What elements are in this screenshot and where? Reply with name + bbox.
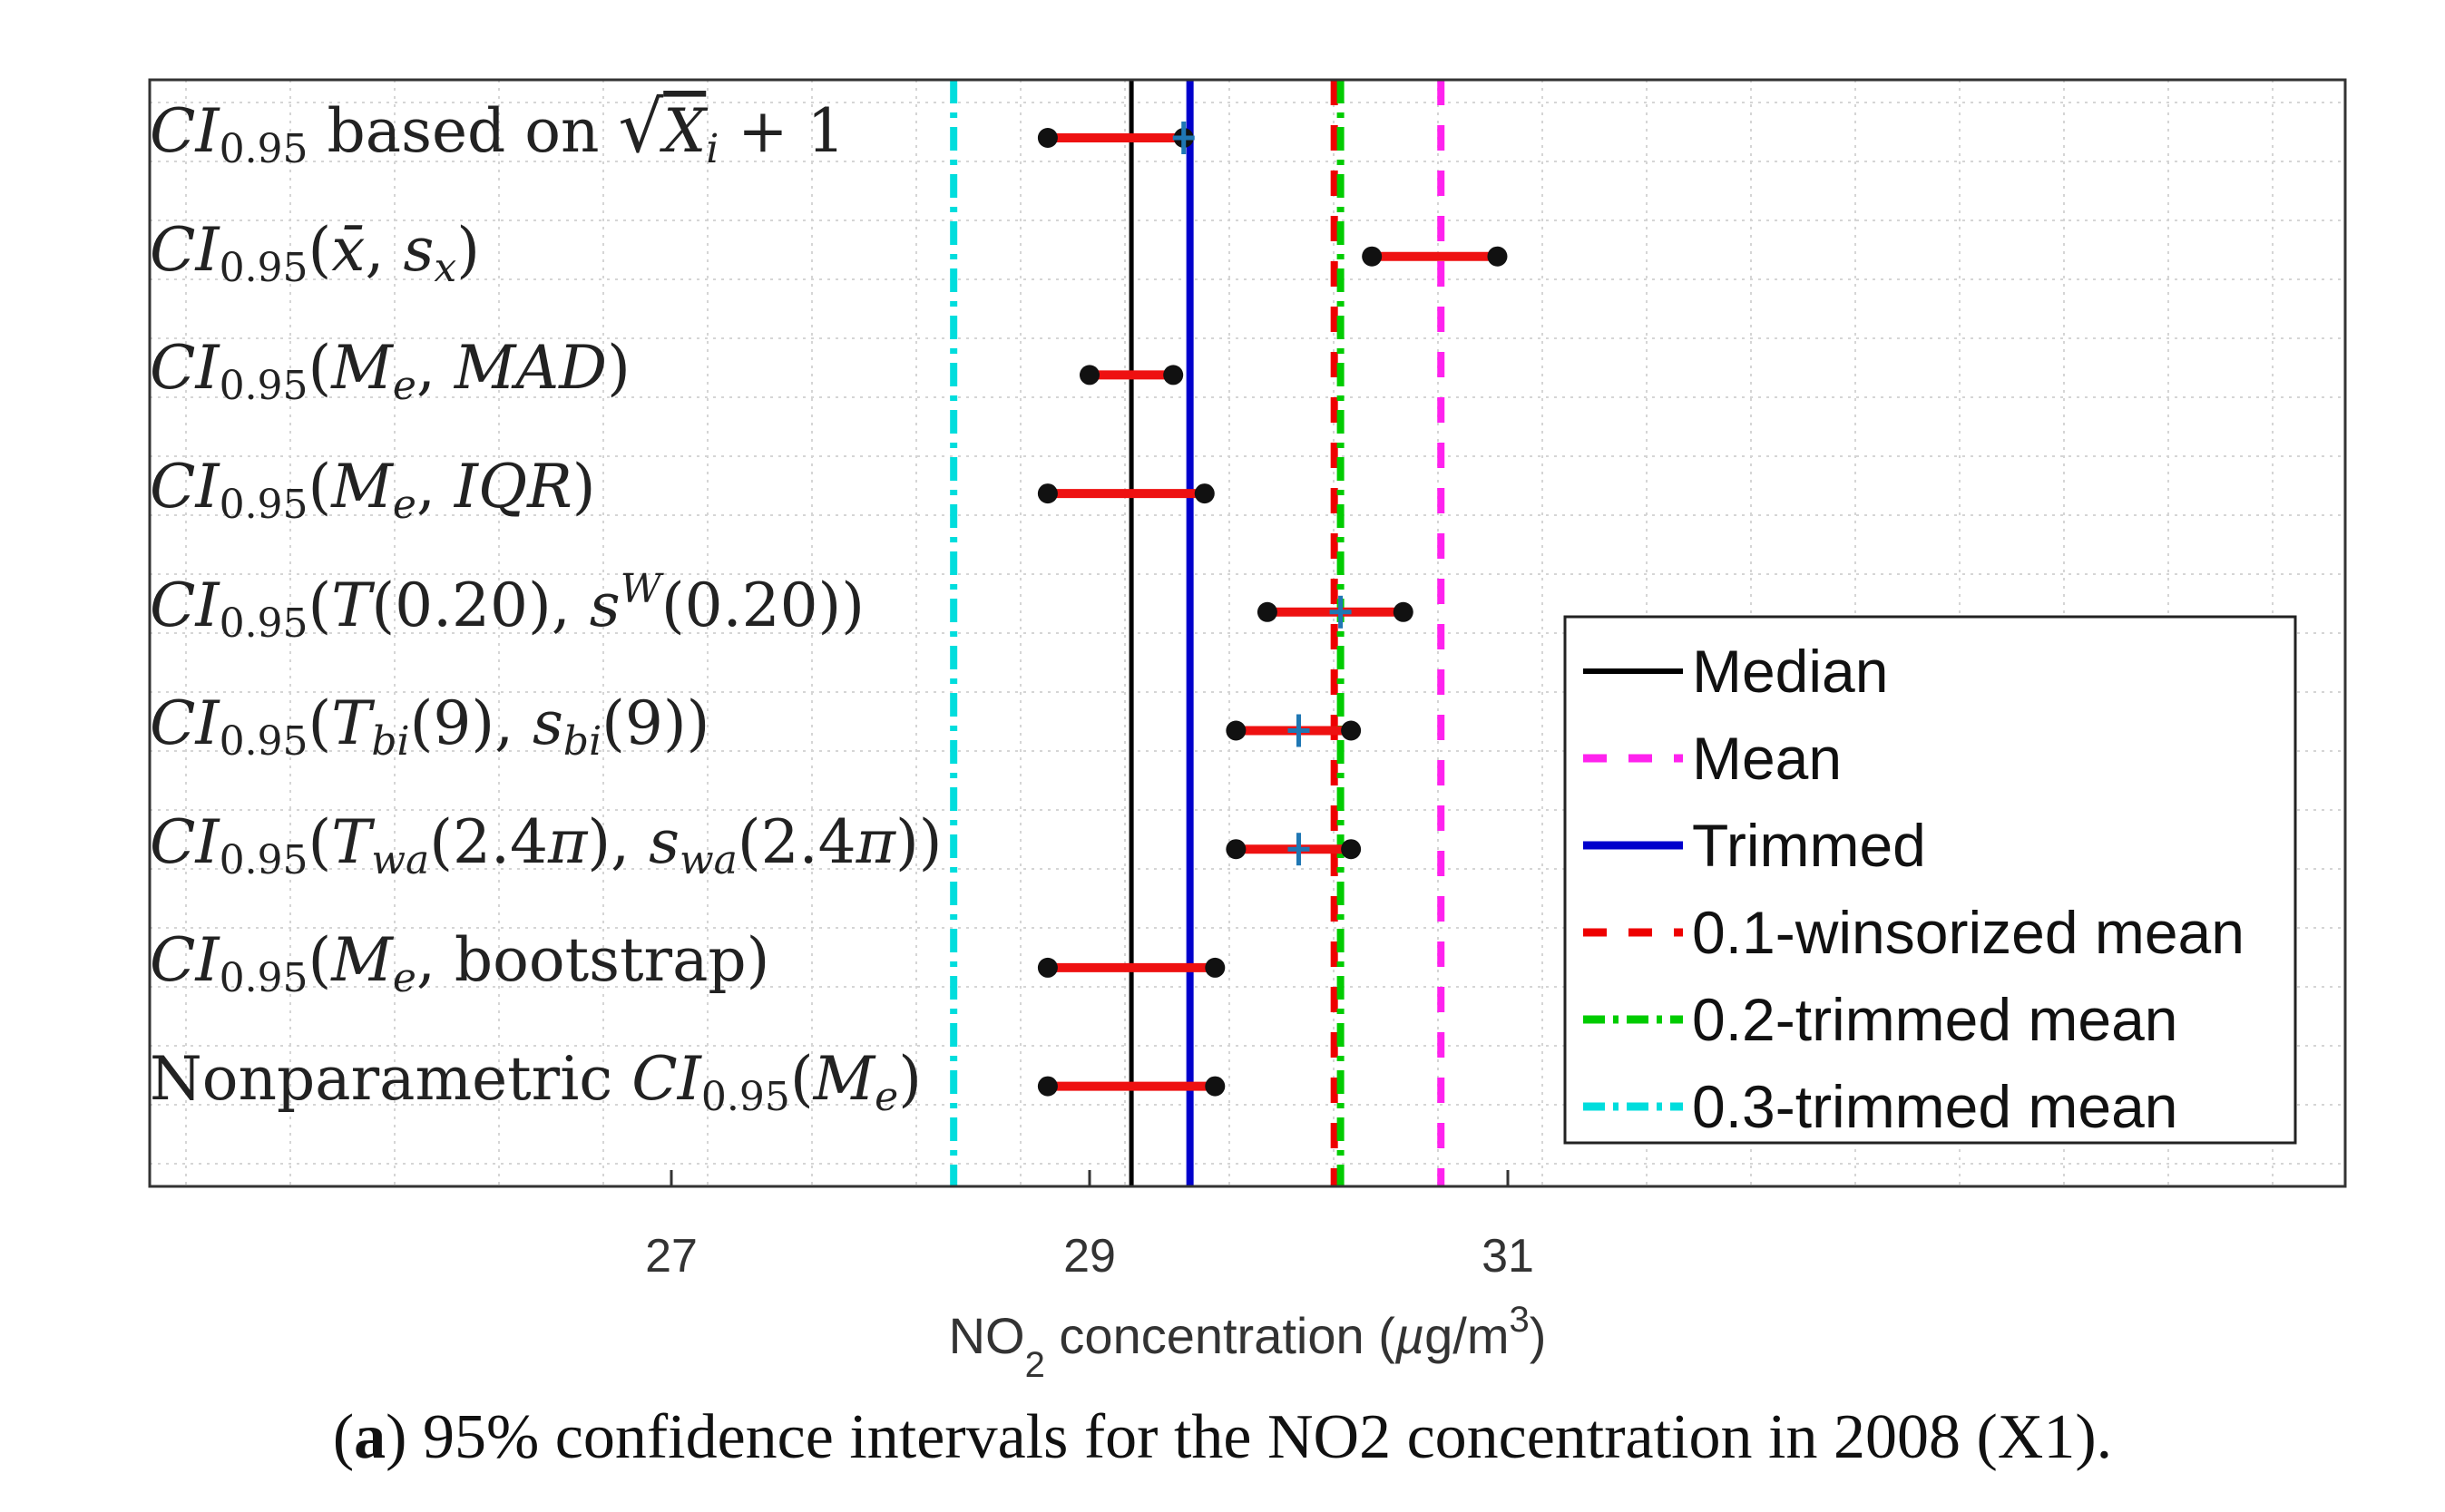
ci-lower-point (1037, 128, 1058, 148)
ci-lower-point (1226, 839, 1247, 860)
ci-upper-point (1163, 365, 1184, 385)
confidence-intervals (1037, 122, 1508, 1097)
row-label-7: CI0.95(Me, bootstrap) (150, 925, 769, 1001)
ci-lower-point (1257, 601, 1277, 622)
row-label-8: Nonparametric CI0.95(Me) (150, 1044, 922, 1120)
legend-label: 0.2-trimmed mean (1692, 986, 2178, 1053)
ci-lower-point (1362, 246, 1383, 267)
legend-label: Trimmed (1692, 812, 1926, 879)
row-label-5: CI0.95(Tbi(9), sbi(9)) (150, 688, 709, 765)
row-label-6: CI0.95(Twa(2.4π), swa(2.4π)) (150, 807, 942, 883)
row-label-3: CI0.95(Me, IQR) (150, 452, 596, 528)
ci-lower-point (1037, 957, 1058, 978)
ci-lower-point (1037, 1076, 1058, 1097)
ci-lower-point (1226, 720, 1247, 741)
legend: Median Mean Trimmed 0.1-winsorized mean 0.2-… (1563, 615, 2297, 1145)
ci-upper-point (1341, 720, 1362, 741)
caption-text: 95% confidence intervals for the NO2 con… (406, 1402, 2113, 1472)
reference-lines (950, 80, 1445, 1186)
ci-upper-point (1393, 601, 1413, 622)
ci-upper-point (1205, 957, 1226, 978)
ci-upper-point (1194, 483, 1215, 504)
legend-label: 0.3-trimmed mean (1692, 1073, 2178, 1140)
row-labels: CI0.95 based on √Xi + 1 CI0.95(x̄, sx) C… (150, 87, 942, 1120)
plot-frame (148, 78, 2347, 1188)
ci-upper-point (1487, 246, 1508, 267)
row-label-4: CI0.95(T(0.20), sW(0.20)) (150, 566, 865, 647)
ci-upper-point (1205, 1076, 1226, 1097)
legend-label: Mean (1692, 725, 1842, 792)
row-label-2: CI0.95(Me, MAD) (150, 333, 631, 409)
ci-lower-point (1037, 483, 1058, 504)
x-ticks: 27 29 31 (645, 1170, 1534, 1283)
ci-lower-point (1080, 365, 1100, 385)
chart: 27 29 31 CI0.95 based on √Xi + 1 CI0.95(x̄… (148, 78, 2347, 1385)
legend-label: Median (1692, 638, 1888, 705)
row-label-0: CI0.95 based on √Xi + 1 (150, 87, 846, 172)
figure-caption: (a) 95% confidence intervals for the NO2… (332, 1402, 2113, 1472)
legend-box (1563, 615, 2297, 1145)
legend-label: 0.1-winsorized mean (1692, 899, 2245, 966)
x-axis-title: NO2 concentration (µg/m3) (949, 1300, 1547, 1385)
x-tick-label: 27 (645, 1230, 698, 1283)
x-tick-label: 31 (1482, 1230, 1534, 1283)
row-label-1: CI0.95(x̄, sx) (150, 215, 480, 291)
ci-upper-point (1341, 839, 1362, 860)
caption-tag: a (354, 1402, 386, 1472)
x-tick-label: 29 (1063, 1230, 1116, 1283)
